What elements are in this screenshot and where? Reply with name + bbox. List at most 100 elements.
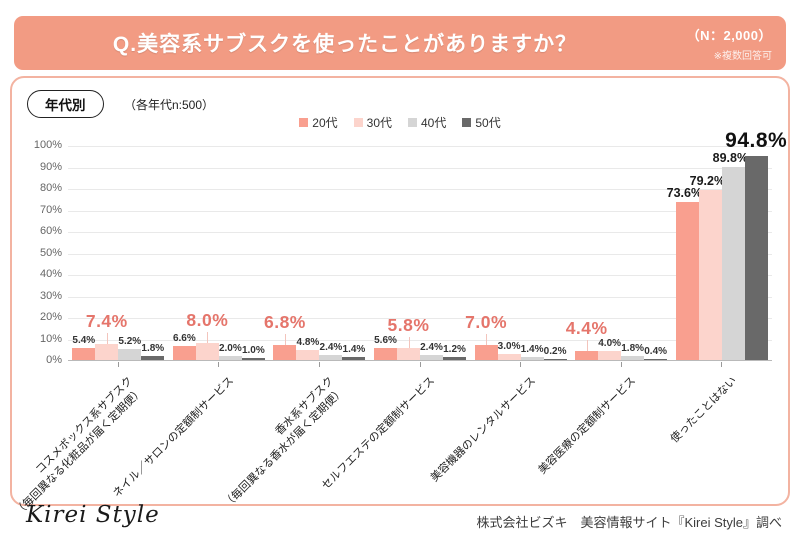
- legend-swatch-icon: [462, 118, 472, 127]
- bar-20代-0: [72, 348, 96, 360]
- bar-40代-6: [721, 166, 745, 360]
- source-credit: 株式会社ビズキ 美容情報サイト『Kirei Style』調べ: [476, 515, 782, 530]
- x-axis-tick: [520, 362, 522, 367]
- legend-item: 50代: [462, 114, 501, 131]
- bar-50代-5: [644, 359, 668, 360]
- bar-value-label: 1.0%: [241, 344, 265, 356]
- bar-value-label: 4.4%: [565, 317, 608, 338]
- y-axis-tick-label: 70%: [39, 203, 62, 216]
- legend-label: 40代: [421, 116, 447, 130]
- legend-swatch-icon: [353, 118, 363, 127]
- bar-value-label: 1.4%: [520, 344, 544, 355]
- per-age-sample-note: （各年代n:500）: [124, 98, 215, 112]
- bar-value-label: 0.2%: [543, 346, 567, 357]
- bar-value-label: 1.2%: [443, 344, 466, 356]
- bar-value-label: 8.0%: [186, 309, 229, 330]
- y-axis-tick-label: 0%: [46, 354, 62, 366]
- gridline: [68, 146, 772, 147]
- chart-plot: 5.4% 7.4% 5.2% 1.8% 6.6% 8.0% 2.0% 1.0% 6.8% 4.8%…: [13, 129, 787, 518]
- bar-30代-6: [698, 189, 722, 360]
- bar-30代-0: [95, 344, 119, 360]
- bar-value-label: 1.8%: [141, 343, 165, 355]
- bar-20代-2: [273, 345, 297, 360]
- bar-value-label: 2.0%: [218, 342, 242, 354]
- bar-40代-5: [621, 356, 645, 360]
- label-leader-line: [106, 333, 108, 345]
- bar-50代-4: [543, 359, 567, 360]
- bar-value-label: 2.4%: [319, 341, 343, 353]
- gridline: [68, 210, 772, 212]
- question-title: Q.美容系サブスクを使ったことがありますか？: [112, 33, 578, 56]
- bar-value-label: 94.8%: [725, 129, 788, 153]
- age-group-tab: 年代別: [27, 90, 104, 118]
- y-axis-tick-label: 30%: [39, 289, 62, 302]
- category-label: 美容医療の定額制サービス: [536, 374, 639, 477]
- category-label: 美容機器のレンタルサービス: [428, 374, 538, 485]
- bar-30代-4: [497, 353, 521, 360]
- legend: 20代 30代 40代 50代: [12, 114, 788, 131]
- x-axis-tick: [117, 362, 119, 367]
- bar-30代-3: [397, 347, 420, 360]
- bar-30代-1: [195, 342, 219, 360]
- gridline: [68, 296, 772, 298]
- bar-40代-1: [218, 355, 242, 360]
- legend-swatch-icon: [408, 118, 417, 127]
- label-leader-line: [284, 334, 286, 346]
- bar-value-label: 0.4%: [644, 346, 668, 357]
- bar-20代-6: [675, 201, 699, 360]
- bar-40代-4: [520, 357, 544, 360]
- y-axis-tick-label: 10%: [39, 332, 62, 345]
- x-axis-tick: [318, 362, 320, 367]
- label-leader-line: [408, 336, 410, 348]
- x-axis-tick: [419, 362, 421, 367]
- y-axis-tick-label: 20%: [39, 311, 62, 323]
- bar-value-label: 5.6%: [374, 334, 397, 346]
- legend-item: 40代: [408, 114, 446, 131]
- gridline: [68, 339, 772, 341]
- bar-30代-2: [296, 349, 320, 360]
- bar-value-label: 4.0%: [598, 338, 622, 350]
- question-header-bar: Q.美容系サブスクを使ったことがありますか？ （N：2,000） ※複数回答可: [14, 16, 786, 70]
- sample-size-block: （N：2,000） ※複数回答可: [687, 25, 772, 62]
- bar-value-label: 1.8%: [621, 343, 645, 355]
- y-axis-tick-label: 90%: [39, 160, 62, 173]
- gridline: [68, 275, 772, 276]
- bar-50代-1: [241, 357, 265, 360]
- bar-40代-2: [319, 354, 343, 360]
- gridline: [68, 232, 772, 233]
- bar-40代-3: [420, 354, 443, 360]
- gridline: [68, 318, 772, 319]
- bar-value-label: 2.4%: [420, 341, 443, 353]
- x-axis-line: [68, 360, 772, 361]
- bar-50代-2: [342, 357, 366, 360]
- bar-50代-6: [744, 156, 768, 360]
- bar-value-label: 89.8%: [712, 150, 749, 165]
- x-axis-tick: [620, 362, 622, 367]
- category-label: 使ったことはない: [668, 374, 739, 446]
- legend-item: 20代: [299, 114, 338, 131]
- label-leader-line: [207, 331, 209, 343]
- bar-20代-1: [172, 345, 196, 360]
- kirei-style-logo: Kirei Style: [26, 502, 160, 528]
- bar-50代-0: [141, 356, 165, 360]
- multiple-answer-note: ※複数回答可: [713, 51, 772, 62]
- legend-item: 30代: [353, 114, 392, 131]
- legend-label: 30代: [366, 116, 392, 130]
- bar-value-label: 1.4%: [342, 344, 366, 355]
- label-leader-line: [486, 333, 488, 345]
- bar-value-label: 5.4%: [72, 335, 96, 347]
- category-label: コスメボックス系サブスク （毎回異なる化粧品が届く定期便）: [13, 374, 147, 519]
- legend-label: 20代: [312, 116, 338, 130]
- bar-value-label: 3.0%: [497, 340, 521, 352]
- bar-value-label: 5.2%: [118, 335, 142, 347]
- gridline: [68, 189, 772, 190]
- bar-20代-5: [575, 350, 599, 360]
- bar-value-label: 4.8%: [296, 336, 320, 348]
- bar-20代-4: [474, 344, 498, 360]
- y-axis-tick-label: 50%: [39, 246, 62, 259]
- legend-swatch-icon: [299, 118, 309, 127]
- bar-50代-3: [443, 357, 466, 360]
- y-axis-tick-label: 100%: [33, 139, 62, 151]
- x-axis-tick: [721, 362, 723, 367]
